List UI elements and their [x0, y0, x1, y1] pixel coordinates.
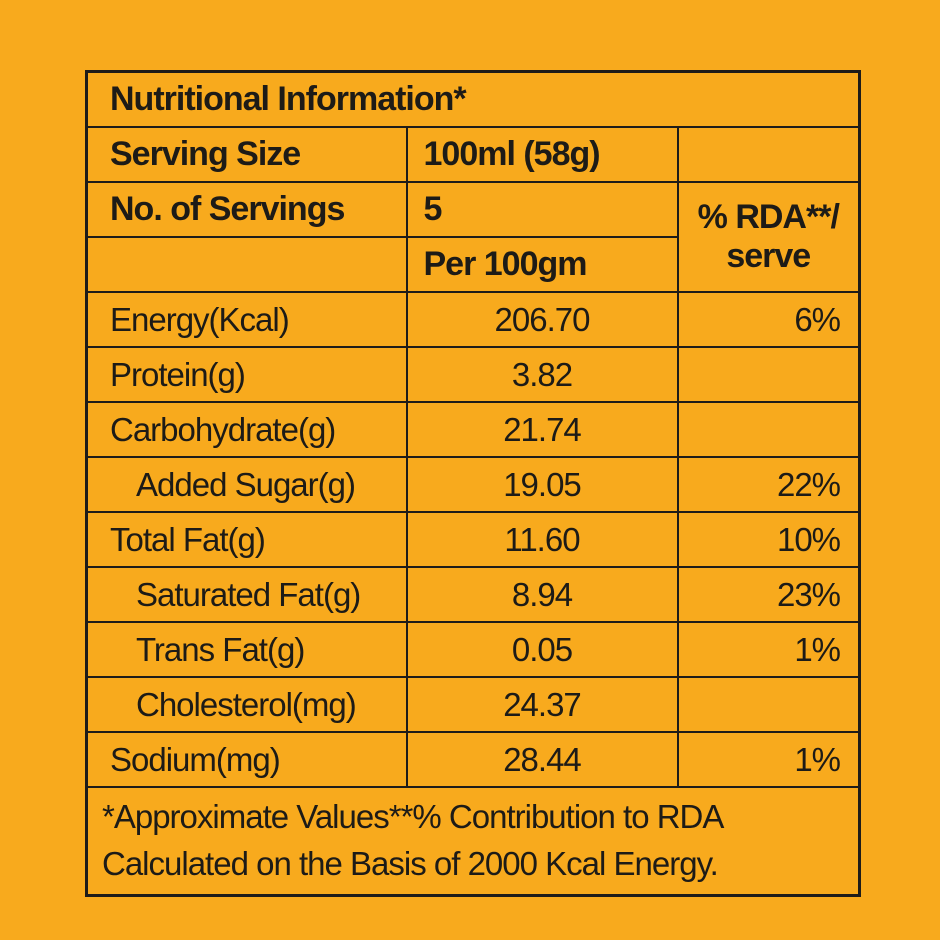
nutrient-value: 21.74: [405, 401, 679, 458]
nutrient-rda-value: 23%: [676, 566, 861, 623]
nutrient-value: 11.60: [405, 511, 679, 568]
nutrient-rda-value: [676, 346, 861, 403]
nutrient-label: Trans Fat(g): [85, 621, 408, 678]
table-row: Saturated Fat(g) 8.94 23%: [85, 566, 861, 623]
table-row: Protein(g) 3.82: [85, 346, 861, 403]
nutrient-value: 24.37: [405, 676, 679, 733]
nutrient-value: 8.94: [405, 566, 679, 623]
title-row: Nutritional Information*: [85, 70, 861, 128]
empty-cell: [85, 236, 408, 293]
nutrient-rda-value: 6%: [676, 291, 861, 348]
nutrient-label: Protein(g): [85, 346, 408, 403]
table-row: Added Sugar(g) 19.05 22%: [85, 456, 861, 513]
table-row: Sodium(mg) 28.44 1%: [85, 731, 861, 788]
serving-size-value: 100ml (58g): [405, 126, 679, 183]
nutrient-rda-value: [676, 401, 861, 458]
footnote-row: *Approximate Values**% Contribution to R…: [85, 785, 861, 897]
per-column-header: Per 100gm: [405, 236, 679, 293]
nutrient-value: 3.82: [405, 346, 679, 403]
nutrient-label: Sodium(mg): [85, 731, 408, 788]
footnote-text: *Approximate Values**% Contribution to R…: [85, 785, 861, 897]
serving-size-row: Serving Size 100ml (58g): [85, 126, 861, 183]
nutrient-rda-value: 1%: [676, 621, 861, 678]
empty-cell: [676, 126, 861, 183]
servings-value: 5: [405, 181, 679, 238]
table-row: Total Fat(g) 11.60 10%: [85, 511, 861, 568]
nutrient-rda-value: 22%: [676, 456, 861, 513]
nutrient-rows: Energy(Kcal) 206.70 6% Protein(g) 3.82 C…: [85, 291, 861, 788]
nutrient-value: 19.05: [405, 456, 679, 513]
nutrient-label: Carbohydrate(g): [85, 401, 408, 458]
table-footer-section: *Approximate Values**% Contribution to R…: [85, 785, 861, 897]
nutrient-rda-value: [676, 676, 861, 733]
nutrient-value: 28.44: [405, 731, 679, 788]
nutrient-label: Saturated Fat(g): [85, 566, 408, 623]
nutrient-label: Added Sugar(g): [85, 456, 408, 513]
table-title: Nutritional Information*: [85, 70, 861, 128]
servings-label: No. of Servings: [85, 181, 408, 238]
table-row: Carbohydrate(g) 21.74: [85, 401, 861, 458]
nutrient-label: Energy(Kcal): [85, 291, 408, 348]
nutrient-value: 0.05: [405, 621, 679, 678]
table-row: Energy(Kcal) 206.70 6%: [85, 291, 861, 348]
nutrition-table: Nutritional Information* Serving Size 10…: [85, 70, 862, 897]
per-100-row: Per 100gm: [85, 236, 860, 293]
table-row: Cholesterol(mg) 24.37: [85, 676, 861, 733]
serving-size-label: Serving Size: [85, 126, 408, 183]
servings-row: No. of Servings 5 % RDA**/ serve: [85, 181, 861, 293]
nutrient-value: 206.70: [405, 291, 679, 348]
nutrient-label: Cholesterol(mg): [85, 676, 408, 733]
table-row: Trans Fat(g) 0.05 1%: [85, 621, 861, 678]
nutrient-rda-value: 1%: [676, 731, 861, 788]
nutrient-rda-value: 10%: [676, 511, 861, 568]
table-header-section: Nutritional Information* Serving Size 10…: [85, 70, 861, 293]
nutrient-label: Total Fat(g): [85, 511, 408, 568]
rda-column-header: % RDA**/ serve: [676, 181, 861, 293]
